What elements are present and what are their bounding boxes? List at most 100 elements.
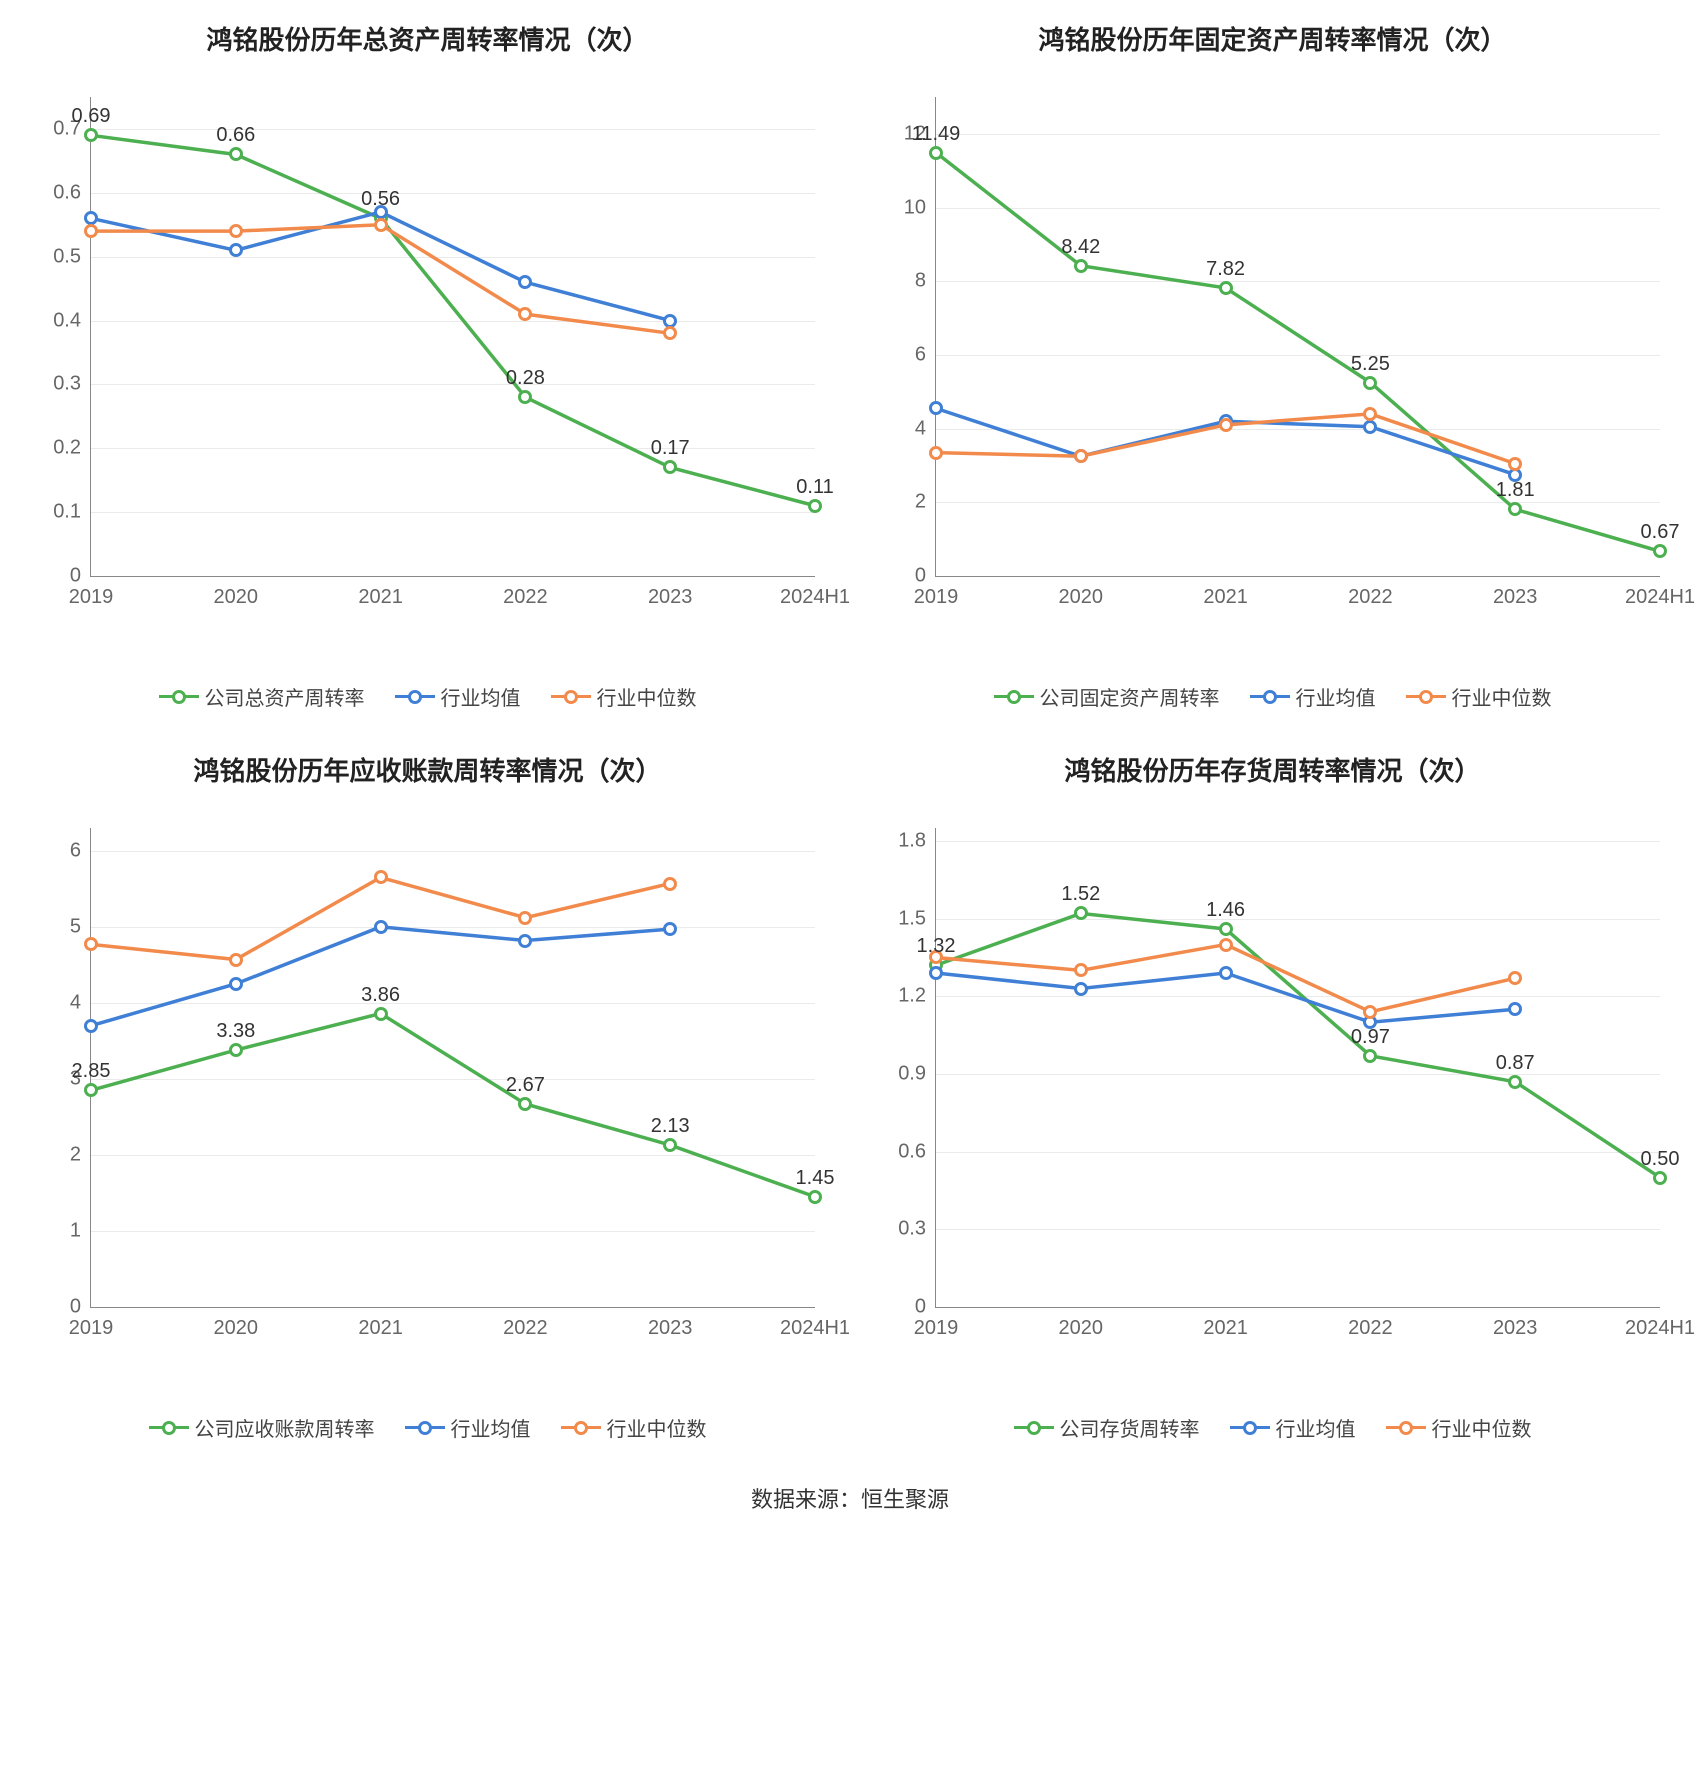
lines-svg	[936, 97, 1660, 576]
point-label: 0.97	[1351, 1026, 1390, 1049]
chart-title: 鸿铭股份历年固定资产周转率情况（次）	[865, 20, 1680, 57]
xtick-label: 2020	[1059, 1307, 1104, 1340]
ytick-label: 0.3	[53, 373, 91, 396]
ytick-label: 4	[70, 991, 91, 1014]
xtick-label: 2024H1	[1625, 576, 1695, 609]
legend: 公司固定资产周转率行业均值行业中位数	[865, 682, 1680, 711]
xtick-label: 2023	[648, 576, 693, 609]
ytick-label: 1	[70, 1219, 91, 1242]
plot-area: 024681012201920202021202220232024H111.49…	[935, 97, 1660, 577]
data-point-marker	[1363, 1005, 1377, 1019]
series-line	[91, 135, 815, 505]
data-point-marker	[1653, 544, 1667, 558]
ytick-label: 5	[70, 915, 91, 938]
data-point-marker	[1074, 906, 1088, 920]
ytick-label: 1.5	[898, 907, 936, 930]
legend-swatch	[1014, 1421, 1054, 1435]
data-point-marker	[229, 224, 243, 238]
ytick-label: 2	[70, 1143, 91, 1166]
point-label: 11.49	[912, 123, 961, 146]
chart-panel-1: 鸿铭股份历年固定资产周转率情况（次） 0246810122019202020212…	[865, 20, 1680, 711]
point-label: 2.13	[651, 1115, 690, 1138]
chart-title: 鸿铭股份历年总资产周转率情况（次）	[20, 20, 835, 57]
legend-item: 行业中位数	[1406, 682, 1552, 711]
data-point-marker	[1363, 407, 1377, 421]
data-point-marker	[1363, 376, 1377, 390]
legend-label: 公司应收账款周转率	[195, 1413, 375, 1442]
data-point-marker	[518, 1097, 532, 1111]
xtick-label: 2021	[358, 576, 403, 609]
legend-label: 行业均值	[441, 682, 521, 711]
ytick-label: 10	[904, 196, 936, 219]
data-point-marker	[518, 934, 532, 948]
data-point-marker	[1219, 281, 1233, 295]
data-point-marker	[84, 1083, 98, 1097]
data-point-marker	[663, 922, 677, 936]
point-label: 0.66	[216, 125, 255, 148]
legend-item: 公司固定资产周转率	[994, 682, 1220, 711]
legend-label: 公司固定资产周转率	[1040, 682, 1220, 711]
ytick-label: 0.2	[53, 437, 91, 460]
point-label: 0.87	[1496, 1052, 1535, 1075]
legend-item: 行业均值	[405, 1413, 531, 1442]
data-point-marker	[1074, 259, 1088, 273]
xtick-label: 2024H1	[780, 576, 850, 609]
data-point-marker	[929, 146, 943, 160]
data-point-marker	[84, 937, 98, 951]
point-label: 3.86	[361, 984, 400, 1007]
series-line	[936, 913, 1660, 1177]
series-line	[91, 1014, 815, 1197]
point-label: 0.69	[72, 105, 111, 128]
legend-item: 行业中位数	[561, 1413, 707, 1442]
data-point-marker	[929, 446, 943, 460]
data-point-marker	[374, 920, 388, 934]
ytick-label: 0.9	[898, 1062, 936, 1085]
point-label: 0.28	[506, 367, 545, 390]
xtick-label: 2019	[69, 576, 114, 609]
data-point-marker	[1508, 1002, 1522, 1016]
xtick-label: 2020	[214, 576, 259, 609]
ytick-label: 6	[915, 343, 936, 366]
xtick-label: 2019	[914, 576, 959, 609]
legend-item: 行业均值	[1230, 1413, 1356, 1442]
ytick-label: 0.3	[898, 1218, 936, 1241]
data-point-marker	[518, 275, 532, 289]
point-label: 1.45	[796, 1167, 835, 1190]
ytick-label: 0.6	[53, 181, 91, 204]
ytick-label: 0.6	[898, 1140, 936, 1163]
lines-svg	[91, 828, 815, 1307]
data-point-marker	[518, 911, 532, 925]
xtick-label: 2019	[69, 1307, 114, 1340]
plot-wrap: 00.10.20.30.40.50.60.7201920202021202220…	[20, 67, 835, 627]
point-label: 1.46	[1206, 899, 1245, 922]
point-label: 0.56	[361, 188, 400, 211]
data-point-marker	[518, 390, 532, 404]
data-point-marker	[1653, 1171, 1667, 1185]
legend-label: 行业中位数	[1452, 682, 1552, 711]
ytick-label: 8	[915, 270, 936, 293]
legend-swatch	[395, 690, 435, 704]
xtick-label: 2023	[1493, 1307, 1538, 1340]
legend-item: 行业中位数	[1386, 1413, 1532, 1442]
point-label: 3.38	[216, 1020, 255, 1043]
plot-wrap: 00.30.60.91.21.51.8201920202021202220232…	[865, 798, 1680, 1358]
xtick-label: 2024H1	[1625, 1307, 1695, 1340]
xtick-label: 2023	[1493, 576, 1538, 609]
legend-label: 行业均值	[451, 1413, 531, 1442]
legend-swatch	[1406, 690, 1446, 704]
legend-swatch	[149, 1421, 189, 1435]
data-point-marker	[808, 1190, 822, 1204]
chart-grid: 鸿铭股份历年总资产周转率情况（次）00.10.20.30.40.50.60.72…	[20, 20, 1680, 1442]
plot-wrap: 0123456201920202021202220232024H12.853.3…	[20, 798, 835, 1358]
data-point-marker	[663, 326, 677, 340]
legend-swatch	[561, 1421, 601, 1435]
lines-svg	[91, 97, 815, 576]
legend-item: 行业均值	[395, 682, 521, 711]
xtick-label: 2024H1	[780, 1307, 850, 1340]
data-point-marker	[1508, 1075, 1522, 1089]
ytick-label: 1.8	[898, 829, 936, 852]
legend-item: 公司存货周转率	[1014, 1413, 1200, 1442]
ytick-label: 0.1	[53, 501, 91, 524]
plot-area: 00.30.60.91.21.51.8201920202021202220232…	[935, 828, 1660, 1308]
data-point-marker	[229, 977, 243, 991]
